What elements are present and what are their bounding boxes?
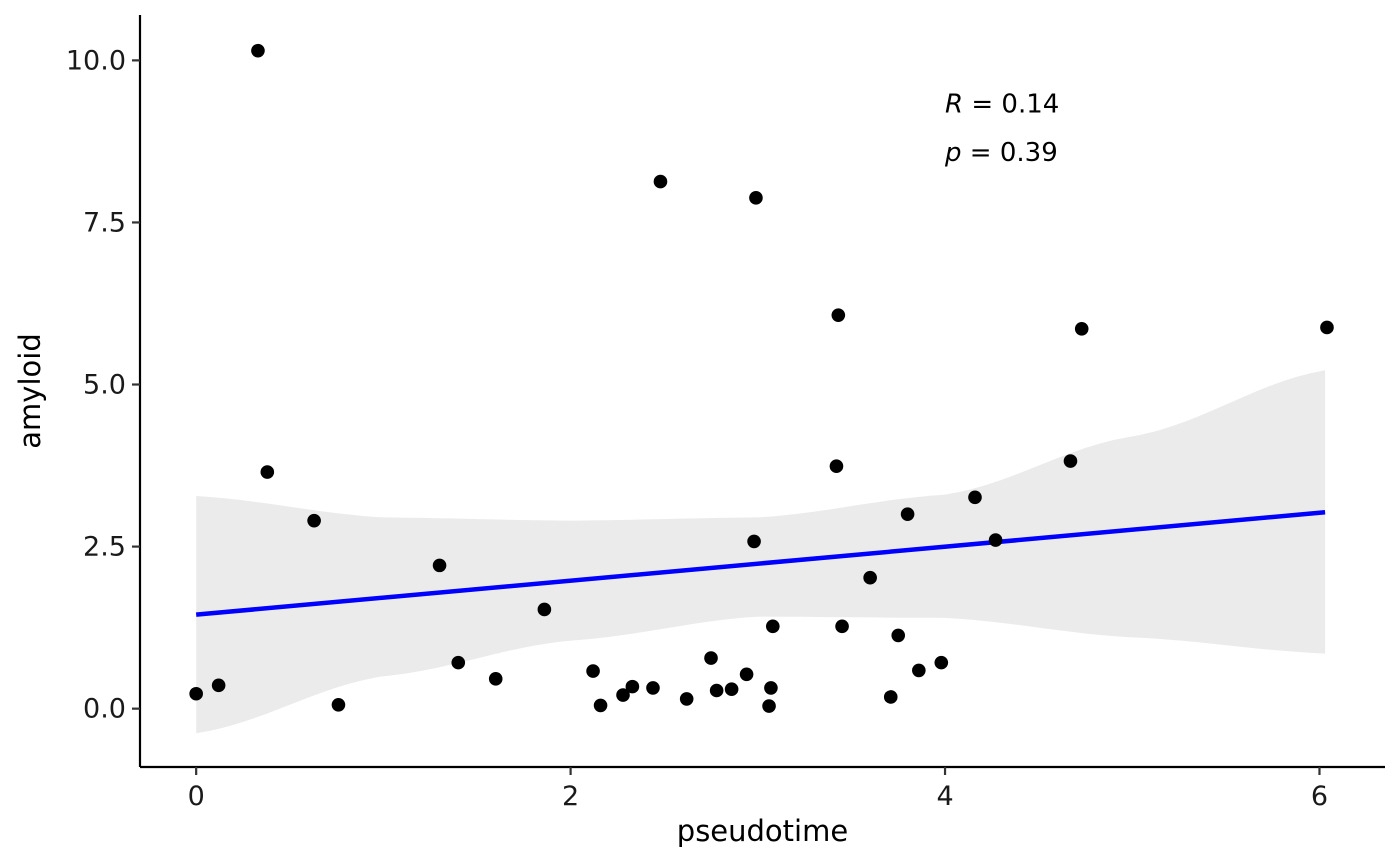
data-point: [704, 651, 718, 665]
x-tick-label: 6: [1311, 781, 1328, 812]
data-point: [988, 533, 1003, 547]
ticks-layer: 0 2 4 6 0.0 2.5 5.0 7.5 10.0: [66, 45, 1328, 812]
data-point: [537, 602, 552, 617]
stat-value: = 0.14: [963, 90, 1059, 120]
confidence-band-layer: [196, 370, 1326, 734]
x-axis-title: pseudotime: [677, 814, 848, 848]
data-point: [934, 655, 949, 670]
data-point: [968, 490, 982, 505]
data-point: [747, 534, 761, 549]
regression-line-layer: [195, 509, 1326, 617]
x-tick-label: 0: [188, 781, 205, 812]
data-point: [863, 570, 877, 585]
data-point: [307, 513, 321, 528]
data-point: [1063, 454, 1078, 468]
data-point: [831, 308, 846, 322]
data-point: [762, 699, 776, 713]
data-point: [835, 619, 849, 634]
axes-layer: [138, 15, 1385, 769]
x-tick-label: 4: [936, 781, 953, 812]
data-point: [593, 698, 608, 713]
stat-annotation: R = 0.14: [945, 90, 1059, 120]
y-axis-title: amyloid: [13, 333, 47, 448]
y-tick-label: 7.5: [83, 207, 126, 238]
data-point: [211, 678, 226, 693]
data-point: [646, 681, 660, 695]
data-point: [616, 688, 630, 702]
y-tick-label: 2.5: [83, 532, 126, 563]
data-point: [331, 697, 346, 712]
data-point: [709, 683, 724, 698]
data-point: [1320, 320, 1334, 335]
data-point: [724, 682, 739, 697]
stat-value: = 0.39: [962, 138, 1058, 168]
data-point: [883, 690, 898, 704]
data-point: [653, 174, 668, 189]
regression-line: [195, 509, 1326, 617]
stat-variable: p: [944, 138, 962, 168]
stat-variable: R: [945, 90, 963, 120]
data-point: [739, 667, 754, 682]
data-point: [679, 692, 694, 706]
y-tick-label: 5.0: [83, 370, 126, 401]
y-tick-label: 10.0: [66, 45, 126, 76]
stat-annotation: p = 0.39: [944, 138, 1058, 168]
data-point: [765, 619, 780, 634]
data-point: [260, 465, 275, 479]
data-point: [829, 459, 844, 474]
confidence-band: [196, 370, 1326, 734]
data-point: [586, 664, 600, 678]
data-point: [891, 628, 906, 643]
data-point: [251, 43, 265, 58]
data-point: [749, 191, 763, 205]
data-point: [625, 679, 640, 694]
data-point: [189, 686, 203, 701]
annotations-layer: R = 0.14p = 0.39: [944, 90, 1059, 169]
x-tick-label: 2: [562, 781, 579, 812]
data-point: [900, 507, 915, 521]
data-point: [1074, 321, 1089, 336]
data-point: [488, 672, 503, 686]
data-point: [451, 655, 466, 670]
y-tick-label: 0.0: [83, 694, 126, 725]
points-layer: [189, 43, 1334, 713]
data-point: [764, 681, 778, 695]
data-point: [912, 663, 926, 678]
data-point: [432, 558, 447, 573]
